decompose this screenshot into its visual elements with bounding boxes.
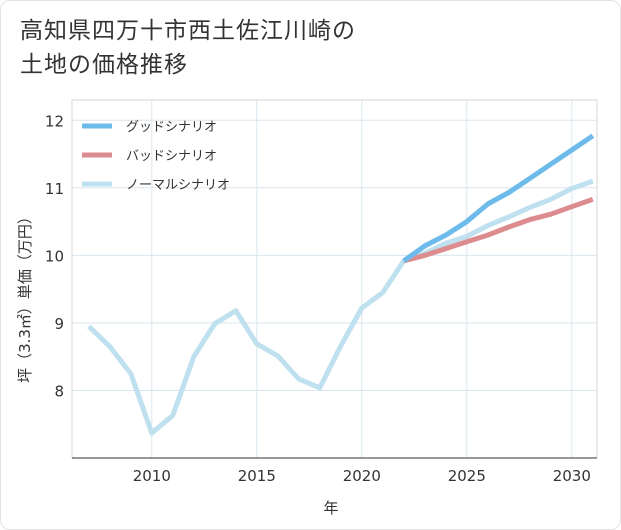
chart-title-line-2: 土地の価格推移: [20, 52, 188, 78]
y-tick-label: 12: [45, 112, 64, 130]
legend-label-bad: バッドシナリオ: [126, 149, 217, 164]
legend-label-normal: ノーマルシナリオ: [126, 178, 230, 193]
y-tick-label: 8: [54, 382, 64, 400]
series-line-bad: [403, 196, 594, 264]
x-tick-label: 2020: [343, 467, 381, 485]
x-tick-label: 2010: [133, 467, 171, 485]
series-lines: [87, 133, 595, 436]
y-axis-label: 坪（3.3㎡）単価（万円）: [16, 209, 34, 383]
grid: [72, 100, 597, 458]
series-line-normal: [87, 178, 594, 436]
x-axis-label: 年: [323, 499, 338, 517]
x-tick-label: 2025: [448, 467, 486, 485]
x-tick-label: 2030: [553, 467, 591, 485]
chart-title-line-1: 高知県四万十市西土佐江川崎の: [20, 18, 356, 44]
x-tick-label: 2015: [238, 467, 276, 485]
y-tick-labels: 8 9 10 11 12: [45, 112, 64, 400]
series-line-good: [402, 133, 595, 263]
y-tick-label: 11: [45, 180, 64, 198]
y-tick-label: 10: [45, 247, 64, 265]
y-tick-label: 9: [54, 315, 64, 333]
chart-title: 高知県四万十市西土佐江川崎の 土地の価格推移: [20, 14, 356, 82]
legend-label-good: グッドシナリオ: [126, 120, 217, 135]
x-tick-labels: 2010 2015 2020 2025 2030: [133, 467, 591, 485]
